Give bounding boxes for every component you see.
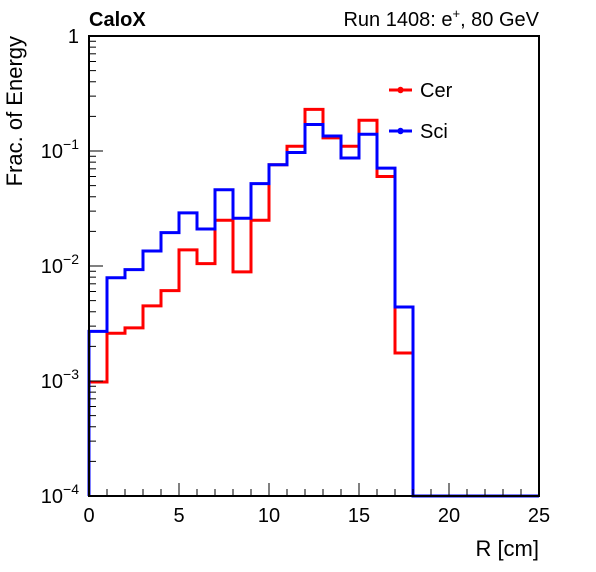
series-layer bbox=[87, 107, 539, 498]
y-tick-label: 1 bbox=[68, 26, 79, 48]
x-tick-label: 25 bbox=[528, 505, 550, 527]
title-right: Run 1408: e+, 80 GeV bbox=[343, 6, 539, 31]
legend-cer-marker bbox=[397, 86, 404, 94]
series-sci-line bbox=[87, 122, 539, 498]
x-axis-label: R [cm] bbox=[475, 536, 539, 561]
title-left: CaloX bbox=[89, 9, 146, 31]
legend-sci-label: Sci bbox=[420, 121, 448, 143]
title-right-sup: + bbox=[452, 6, 460, 21]
y-tick-label: 10−3 bbox=[41, 366, 79, 393]
title-right-tail: , 80 GeV bbox=[460, 9, 540, 31]
y-tick-label: 10−2 bbox=[41, 251, 79, 278]
legend-cer-label: Cer bbox=[420, 80, 453, 102]
legend-sci-marker bbox=[397, 127, 404, 135]
ticks-layer: 0 5 10 15 20 25 10−4 10−3 10−2 10−1 1 bbox=[41, 26, 550, 527]
x-tick-label: 15 bbox=[348, 505, 370, 527]
y-axis-label: Frac. of Energy bbox=[2, 36, 27, 186]
y-tick-label: 10−1 bbox=[41, 136, 79, 163]
title-right-main: Run 1408: e bbox=[343, 9, 452, 31]
x-tick-label: 5 bbox=[173, 505, 184, 527]
x-tick-label: 20 bbox=[438, 505, 460, 527]
x-tick-label: 0 bbox=[83, 505, 94, 527]
legend: Cer Sci bbox=[389, 80, 453, 143]
y-tick-label: 10−4 bbox=[41, 481, 79, 508]
x-tick-label: 10 bbox=[258, 505, 280, 527]
